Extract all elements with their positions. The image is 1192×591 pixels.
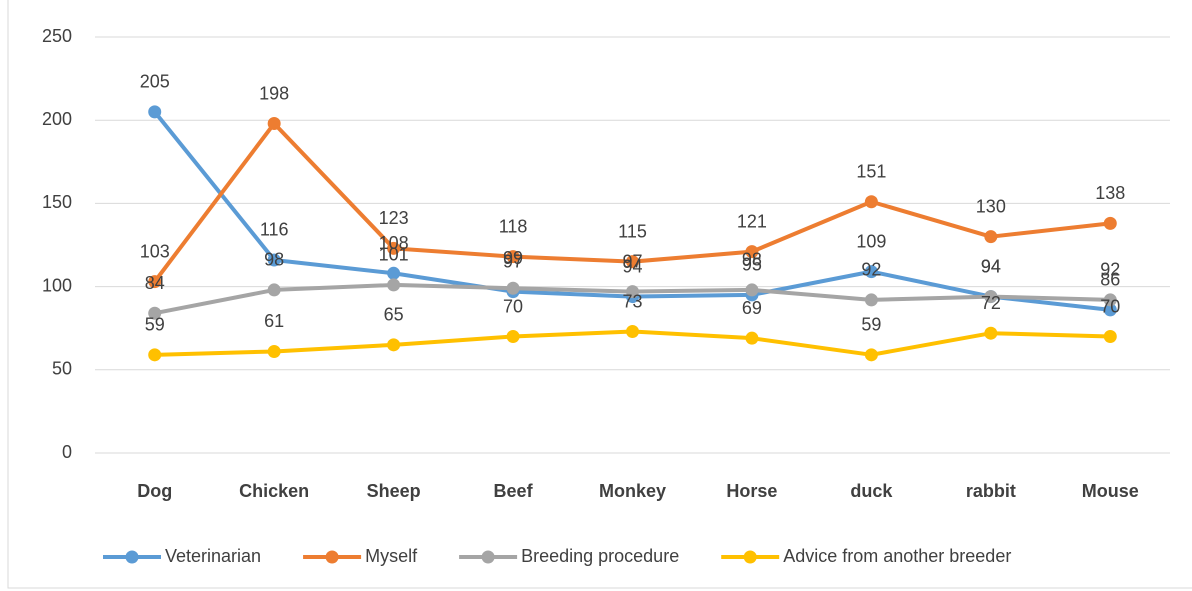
point bbox=[387, 338, 401, 352]
data-label: 115 bbox=[618, 221, 647, 241]
x-tick-label: Mouse bbox=[1082, 481, 1139, 501]
data-label: 123 bbox=[379, 208, 409, 228]
data-label: 84 bbox=[145, 273, 165, 293]
data-label: 109 bbox=[856, 231, 886, 251]
data-label: 59 bbox=[861, 315, 881, 335]
data-label: 72 bbox=[981, 293, 1001, 313]
point bbox=[267, 283, 281, 297]
data-label: 73 bbox=[622, 291, 642, 311]
x-tick-label: Sheep bbox=[367, 481, 421, 501]
legend-marker bbox=[481, 550, 495, 564]
data-label: 198 bbox=[259, 83, 289, 103]
y-tick-label: 250 bbox=[42, 26, 72, 46]
data-label: 86 bbox=[1100, 270, 1120, 290]
data-label: 65 bbox=[384, 305, 404, 325]
data-label: 94 bbox=[981, 256, 1001, 276]
point bbox=[506, 281, 520, 295]
x-tick-label: Beef bbox=[494, 481, 534, 501]
data-label: 98 bbox=[264, 250, 284, 270]
data-label: 99 bbox=[503, 248, 523, 268]
y-tick-label: 200 bbox=[42, 109, 72, 129]
point bbox=[267, 117, 281, 131]
data-label: 101 bbox=[379, 245, 409, 265]
data-label: 59 bbox=[145, 315, 165, 335]
data-label: 92 bbox=[861, 260, 881, 280]
x-tick-label: Monkey bbox=[599, 481, 666, 501]
point bbox=[984, 230, 998, 244]
x-tick-label: Chicken bbox=[239, 481, 309, 501]
data-label: 97 bbox=[622, 251, 642, 271]
x-tick-label: rabbit bbox=[966, 481, 1016, 501]
data-label: 94 bbox=[981, 256, 1001, 276]
x-tick-label: Dog bbox=[137, 481, 172, 501]
point bbox=[864, 348, 878, 362]
data-label: 98 bbox=[742, 250, 762, 270]
data-label: 130 bbox=[976, 196, 1006, 216]
data-label: 94 bbox=[622, 256, 642, 276]
data-label: 97 bbox=[503, 251, 523, 271]
legend-label: Breeding procedure bbox=[521, 546, 679, 566]
y-tick-label: 150 bbox=[42, 192, 72, 212]
data-label: 121 bbox=[737, 211, 767, 231]
point bbox=[745, 331, 759, 345]
point bbox=[984, 290, 998, 304]
point bbox=[745, 245, 759, 259]
legend-label: Myself bbox=[365, 546, 418, 566]
legend-label: Advice from another breeder bbox=[783, 546, 1011, 566]
data-label: 103 bbox=[140, 241, 170, 261]
point bbox=[387, 241, 401, 255]
x-tick-label: duck bbox=[850, 481, 893, 501]
y-tick-label: 50 bbox=[52, 359, 72, 379]
point bbox=[626, 255, 639, 269]
point bbox=[984, 326, 998, 340]
point bbox=[387, 266, 401, 280]
chart-border bbox=[7, 0, 1192, 589]
data-label: 95 bbox=[742, 255, 762, 275]
data-label: 205 bbox=[140, 72, 170, 92]
point bbox=[387, 278, 401, 292]
data-label: 70 bbox=[503, 296, 523, 316]
data-label: 108 bbox=[379, 233, 409, 253]
data-label: 118 bbox=[499, 216, 528, 236]
point bbox=[864, 265, 878, 279]
legend-label: Veterinarian bbox=[165, 546, 261, 566]
legend-marker bbox=[325, 550, 339, 564]
point bbox=[626, 325, 639, 339]
point bbox=[148, 275, 162, 289]
point bbox=[1103, 303, 1117, 317]
data-label: 116 bbox=[260, 220, 289, 240]
data-label: 138 bbox=[1095, 183, 1125, 203]
data-label: 92 bbox=[1100, 260, 1120, 280]
x-tick-label: Horse bbox=[726, 481, 777, 501]
legend-marker bbox=[743, 550, 757, 564]
point bbox=[506, 330, 520, 344]
point bbox=[864, 195, 878, 209]
point bbox=[506, 250, 520, 264]
point bbox=[148, 348, 162, 362]
point bbox=[864, 293, 878, 307]
point bbox=[1103, 216, 1117, 230]
legend-marker bbox=[125, 550, 139, 564]
point bbox=[745, 283, 759, 297]
point bbox=[267, 253, 281, 267]
data-label: 151 bbox=[856, 161, 886, 181]
point bbox=[267, 344, 281, 358]
data-label: 69 bbox=[742, 298, 762, 318]
series-line bbox=[153, 110, 1111, 312]
point bbox=[1103, 330, 1117, 344]
point bbox=[148, 105, 162, 119]
point bbox=[626, 285, 639, 299]
data-label: 61 bbox=[264, 311, 284, 331]
point bbox=[148, 306, 162, 320]
y-tick-label: 100 bbox=[42, 275, 72, 295]
data-label: 70 bbox=[1100, 296, 1120, 316]
point bbox=[1103, 293, 1117, 307]
y-tick-label: 0 bbox=[62, 442, 72, 462]
